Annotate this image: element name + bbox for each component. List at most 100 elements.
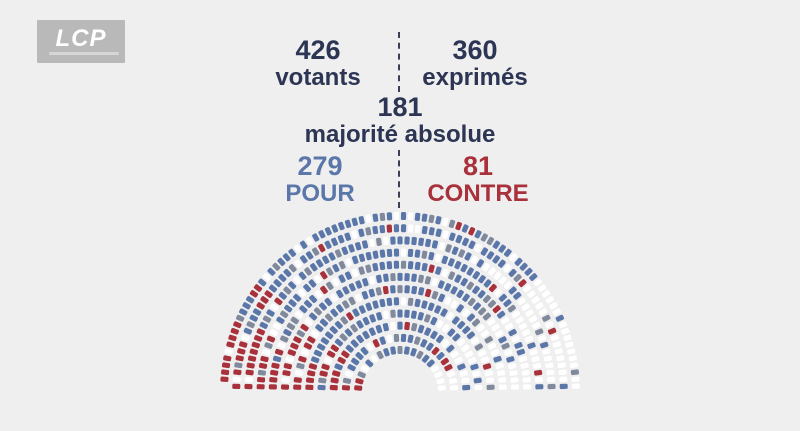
seat: [404, 236, 410, 245]
seat: [404, 309, 410, 318]
seat: [425, 238, 432, 248]
seat: [344, 328, 353, 337]
seat: [362, 316, 370, 326]
seat: [299, 305, 308, 314]
seat: [273, 279, 282, 288]
seat: [488, 267, 496, 276]
seat: [435, 228, 442, 237]
seat: [345, 344, 354, 353]
seat: [375, 324, 383, 334]
seat: [424, 314, 431, 323]
seat: [509, 370, 518, 377]
seat: [239, 341, 248, 348]
seat: [516, 348, 526, 356]
seat: [334, 338, 344, 347]
seat: [296, 362, 305, 370]
seat: [472, 370, 481, 377]
seat: [351, 268, 359, 278]
seat: [529, 349, 538, 356]
seat: [410, 310, 417, 319]
seat: [471, 318, 481, 327]
seat: [428, 214, 435, 223]
seat: [304, 267, 312, 276]
seat: [283, 268, 292, 278]
seat: [309, 294, 318, 304]
seat: [457, 363, 466, 371]
seat: [341, 246, 349, 255]
seat: [473, 302, 481, 311]
seat: [348, 283, 356, 292]
seat: [492, 255, 501, 264]
seat: [492, 305, 501, 314]
seat: [552, 341, 561, 348]
seat: [362, 330, 370, 340]
seat: [277, 257, 286, 266]
seat: [305, 236, 314, 246]
seat: [547, 327, 557, 335]
seat: [436, 378, 445, 385]
seat: [350, 339, 359, 348]
seat: [264, 342, 273, 349]
seat: [490, 349, 500, 357]
seat: [470, 255, 478, 264]
seat: [537, 284, 547, 292]
seat: [452, 333, 461, 342]
seat: [467, 357, 477, 364]
seat: [470, 363, 479, 371]
seat: [288, 281, 297, 290]
seat: [523, 384, 532, 390]
seat: [493, 271, 502, 280]
seat: [337, 234, 345, 244]
seat: [528, 315, 538, 323]
seat: [470, 337, 480, 345]
seat: [282, 253, 291, 262]
seat: [444, 364, 453, 372]
seat: [285, 356, 294, 363]
seat: [288, 299, 297, 308]
seat: [311, 247, 320, 256]
seat: [569, 362, 579, 369]
seat: [319, 318, 329, 327]
seat: [464, 350, 474, 358]
seat: [309, 263, 318, 272]
seat: [407, 261, 414, 270]
seat: [527, 342, 536, 349]
seat: [431, 290, 439, 300]
seat: [488, 283, 497, 293]
seat: [498, 293, 507, 302]
contre-label: CONTRE: [427, 180, 529, 207]
seat: [454, 260, 462, 270]
seat: [508, 328, 517, 337]
seat: [503, 248, 512, 257]
seat: [294, 310, 304, 319]
seat: [256, 302, 265, 310]
seat: [257, 369, 267, 376]
seat: [383, 273, 389, 282]
seat: [400, 248, 407, 257]
logo-text: LCP: [55, 25, 107, 52]
seat: [286, 322, 296, 331]
seat: [382, 322, 389, 332]
seat: [482, 263, 491, 272]
seat: [245, 369, 254, 376]
seat: [474, 384, 483, 391]
seat: [414, 225, 421, 234]
seat: [338, 260, 346, 270]
seat: [477, 290, 486, 299]
seat: [268, 384, 277, 390]
seat: [372, 300, 379, 309]
seat: [256, 328, 266, 336]
seat: [251, 341, 261, 349]
seat: [317, 343, 326, 351]
seat: [421, 262, 428, 272]
seat: [538, 308, 548, 316]
seat: [414, 249, 421, 258]
seat: [448, 219, 456, 229]
seat: [386, 224, 393, 233]
seat: [383, 236, 389, 246]
seat: [376, 237, 382, 246]
seat: [390, 273, 396, 282]
seat: [460, 277, 468, 287]
seat: [304, 299, 313, 308]
seat: [571, 383, 580, 389]
